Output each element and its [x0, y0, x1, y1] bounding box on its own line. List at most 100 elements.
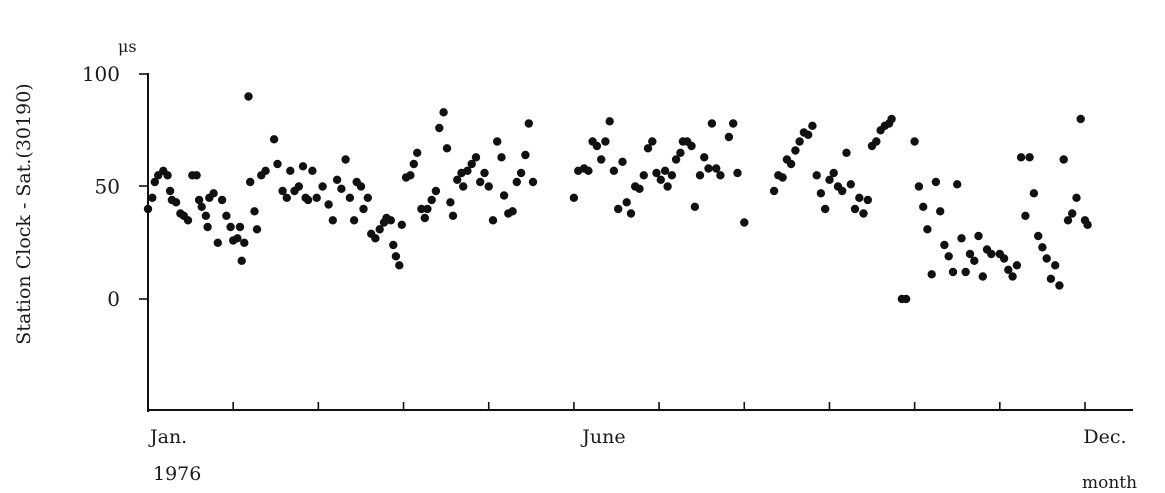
data-point	[250, 207, 259, 216]
data-point	[605, 117, 614, 126]
data-points	[143, 92, 1092, 304]
data-point	[1068, 209, 1077, 218]
data-point	[838, 186, 847, 196]
data-point	[1051, 261, 1060, 270]
data-point	[371, 234, 380, 243]
y-axis-title: Station Clock - Sat.(30190)	[13, 83, 35, 344]
data-point	[695, 171, 705, 180]
data-point	[209, 189, 218, 198]
data-point	[687, 141, 696, 151]
data-point	[618, 157, 627, 166]
data-point	[914, 182, 924, 191]
data-point	[1038, 243, 1047, 252]
data-point	[192, 171, 201, 180]
data-point	[528, 177, 538, 187]
data-point	[488, 216, 498, 225]
data-point	[261, 166, 270, 175]
data-point	[324, 200, 333, 209]
data-point	[222, 211, 231, 220]
data-point	[626, 209, 636, 218]
data-point	[171, 198, 181, 207]
data-point	[409, 159, 418, 169]
x-minor-ticks	[147, 402, 1086, 410]
data-point	[1083, 220, 1092, 229]
data-point	[349, 216, 359, 225]
data-point	[901, 294, 911, 304]
data-point	[1016, 153, 1026, 162]
data-point	[282, 193, 291, 202]
data-point	[1012, 261, 1022, 270]
data-point	[931, 177, 941, 187]
y-tick-label-0: 0	[107, 287, 120, 311]
data-point	[1046, 274, 1056, 283]
data-point	[850, 204, 860, 214]
y-tick-label-100: 100	[82, 62, 120, 86]
data-point	[341, 155, 350, 164]
data-point	[584, 166, 593, 175]
data-point	[240, 238, 249, 247]
data-point	[1008, 272, 1017, 281]
data-point	[953, 180, 962, 189]
data-point	[499, 191, 509, 200]
data-point	[203, 222, 212, 232]
data-point	[391, 252, 401, 261]
data-point	[700, 153, 709, 162]
data-point	[252, 225, 262, 234]
data-point	[987, 249, 996, 259]
data-point	[704, 164, 713, 173]
data-point	[226, 222, 235, 232]
data-point	[1025, 153, 1034, 162]
data-point	[671, 155, 681, 164]
data-point	[944, 252, 953, 261]
data-point	[957, 234, 966, 243]
data-point	[389, 240, 398, 250]
data-point	[143, 204, 153, 214]
data-point	[1076, 114, 1085, 124]
data-point	[294, 182, 303, 191]
x-axis-title: month	[1082, 473, 1137, 493]
data-point	[194, 195, 204, 205]
data-point	[846, 180, 855, 189]
data-point	[804, 130, 813, 139]
year-label: 1976	[153, 463, 201, 485]
data-point	[233, 234, 242, 243]
data-point	[423, 204, 432, 214]
data-point	[1004, 265, 1013, 274]
data-point	[397, 220, 406, 229]
data-point	[269, 135, 279, 144]
data-point	[150, 177, 159, 187]
data-point	[974, 231, 983, 241]
data-point	[463, 166, 472, 175]
data-point	[148, 193, 157, 202]
data-point	[246, 177, 255, 187]
data-point	[859, 209, 868, 218]
x-tick-label-june: June	[580, 426, 625, 448]
data-point	[1021, 211, 1030, 220]
data-point	[825, 175, 834, 184]
data-point	[417, 204, 426, 214]
data-point	[887, 114, 896, 124]
data-point	[842, 148, 851, 157]
data-point	[919, 202, 928, 211]
data-point	[435, 123, 444, 133]
data-point	[497, 153, 506, 162]
data-point	[786, 159, 796, 169]
data-point	[395, 261, 404, 270]
data-point	[724, 132, 734, 142]
data-point	[1059, 155, 1068, 164]
data-point	[217, 195, 227, 205]
data-point	[970, 256, 979, 265]
data-point	[406, 171, 415, 180]
data-point	[446, 198, 455, 207]
data-point	[569, 193, 579, 202]
data-point	[1055, 281, 1064, 290]
data-point	[639, 171, 648, 180]
data-point	[345, 193, 355, 202]
data-point	[453, 175, 462, 184]
data-point	[413, 148, 422, 157]
data-point	[872, 137, 881, 146]
data-point	[516, 168, 526, 178]
data-point	[332, 175, 342, 184]
data-point	[961, 267, 970, 277]
